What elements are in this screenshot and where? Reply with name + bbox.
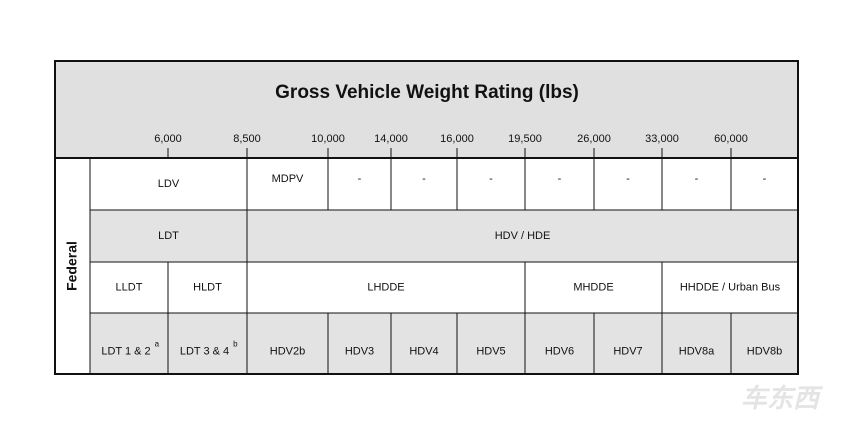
- cell: [246, 209, 799, 263]
- cell-note: b: [233, 340, 238, 349]
- scale-label: 19,500: [508, 133, 542, 145]
- cell-label: HDV4: [409, 345, 438, 357]
- cell-label: LDT 1 & 2: [101, 345, 150, 357]
- cell-label: HHDDE / Urban Bus: [680, 281, 781, 293]
- title: Gross Vehicle Weight Rating (lbs): [275, 82, 579, 103]
- cell-label: -: [626, 173, 630, 185]
- cell: [89, 209, 248, 263]
- cell-label: -: [695, 173, 699, 185]
- cell-label: MHDDE: [573, 281, 613, 293]
- cell: [524, 261, 663, 314]
- cell: [246, 312, 329, 375]
- cell-label: HDV7: [613, 345, 642, 357]
- table-border: [54, 60, 799, 375]
- cell-label: HDV8b: [747, 345, 782, 357]
- cell-label: -: [358, 173, 362, 185]
- cell-label: -: [489, 173, 493, 185]
- cell: [456, 312, 526, 375]
- cell-label: HLDT: [193, 281, 222, 293]
- cell-label: HDV / HDE: [495, 230, 551, 242]
- scale-label: 16,000: [440, 133, 474, 145]
- group-label: Federal: [64, 241, 80, 291]
- cell-note: a: [155, 340, 160, 349]
- cell-label: HDV5: [476, 345, 505, 357]
- cell: [390, 312, 458, 375]
- cell: [593, 312, 663, 375]
- scale-label: 10,000: [311, 133, 345, 145]
- cell-label: -: [763, 173, 767, 185]
- cell-label: LDV: [158, 178, 180, 190]
- scale-label: 26,000: [577, 133, 611, 145]
- cell-label: LLDT: [116, 281, 143, 293]
- cell-label: HDV2b: [270, 345, 305, 357]
- cell-label: LDT 3 & 4: [180, 345, 229, 357]
- watermark: 车东西: [741, 383, 824, 413]
- scale-label: 6,000: [154, 133, 182, 145]
- scale-label: 33,000: [645, 133, 679, 145]
- scale-label: 8,500: [233, 133, 261, 145]
- cell: [730, 157, 799, 211]
- cell: [89, 312, 169, 375]
- header-bg: [55, 61, 798, 158]
- cell: [327, 312, 392, 375]
- cell: [661, 312, 732, 375]
- cell: [661, 261, 799, 314]
- scale-label: 14,000: [374, 133, 408, 145]
- cell-label: LDT: [158, 230, 179, 242]
- scale-label: 60,000: [714, 133, 748, 145]
- cell-label: HDV6: [545, 345, 574, 357]
- cell-label: HDV8a: [679, 345, 715, 357]
- group-cell: [54, 157, 91, 375]
- cell: [524, 312, 595, 375]
- cell: [524, 157, 595, 211]
- cell: [730, 312, 799, 375]
- cell-label: -: [558, 173, 562, 185]
- cell-label: HDV3: [345, 345, 374, 357]
- cell-label: MDPV: [272, 173, 304, 185]
- cell-label: -: [422, 173, 426, 185]
- cell-label: LHDDE: [367, 281, 404, 293]
